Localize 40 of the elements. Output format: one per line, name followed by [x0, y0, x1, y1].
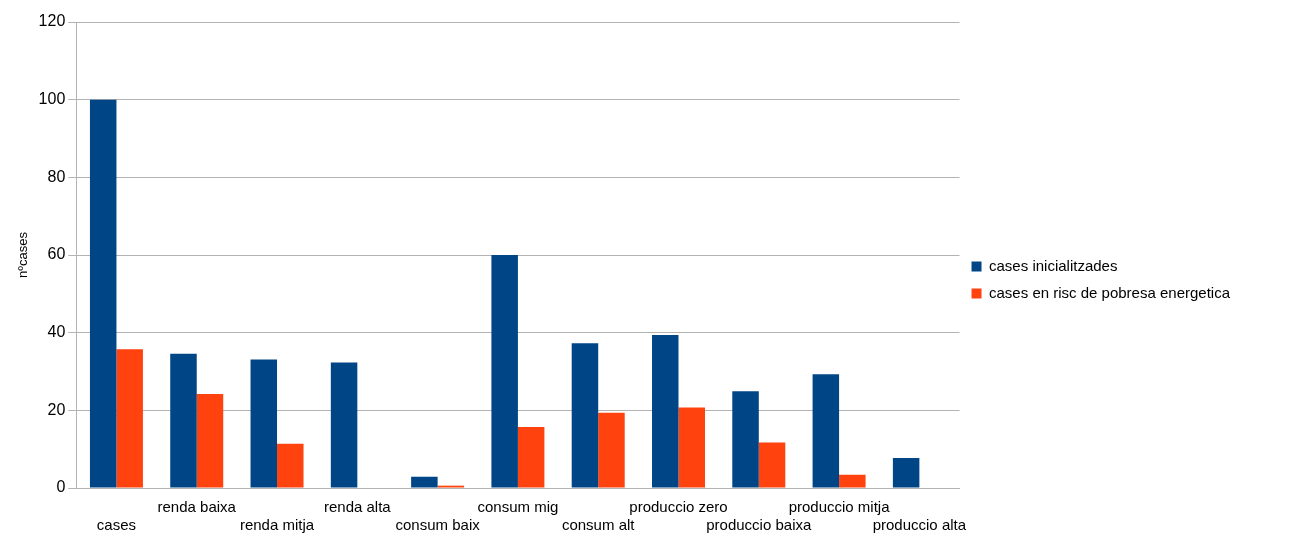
- x-tick-label: renda mitja: [239, 516, 315, 534]
- bar: [652, 335, 679, 488]
- bar: [732, 391, 759, 488]
- bar: [250, 359, 278, 488]
- y-tick-label: 0: [56, 478, 66, 496]
- y-tick-label: 20: [47, 400, 66, 418]
- bar: [598, 412, 625, 488]
- y-tick-label: 60: [47, 245, 66, 263]
- bar: [892, 458, 920, 488]
- x-tick-label: cases: [96, 516, 137, 534]
- legend-label: cases en risc de pobresa energetica: [989, 283, 1231, 301]
- y-axis-title: nºcases: [15, 231, 31, 278]
- bar: [116, 349, 143, 488]
- bar: [196, 394, 224, 488]
- x-tick-label: renda alta: [323, 498, 392, 516]
- bar: [758, 442, 786, 488]
- bar: [277, 443, 304, 488]
- bar: [411, 476, 438, 488]
- bar: [330, 362, 358, 488]
- bar: [812, 374, 840, 488]
- x-tick-label: produccio mitja: [788, 498, 891, 516]
- x-tick-label: consum alt: [561, 516, 636, 534]
- bar: [571, 343, 599, 488]
- legend-label: cases inicialitzades: [989, 256, 1118, 274]
- x-tick-label: produccio baixa: [706, 516, 812, 534]
- x-tick-label: consum mig: [477, 498, 559, 516]
- bar: [491, 255, 518, 488]
- bar: [678, 407, 705, 488]
- bar: [170, 353, 197, 488]
- y-tick-label: 40: [47, 323, 66, 341]
- x-tick-label: consum baix: [395, 516, 481, 534]
- y-tick-label: 100: [38, 90, 66, 108]
- x-tick-label: renda baixa: [157, 498, 237, 516]
- x-tick-label: produccio alta: [872, 516, 967, 534]
- x-tick-label: produccio zero: [629, 498, 728, 516]
- y-tick-label: 120: [38, 12, 66, 30]
- bar: [89, 99, 117, 488]
- y-tick-label: 80: [47, 167, 66, 185]
- bar: [839, 474, 866, 488]
- bar: [517, 427, 545, 488]
